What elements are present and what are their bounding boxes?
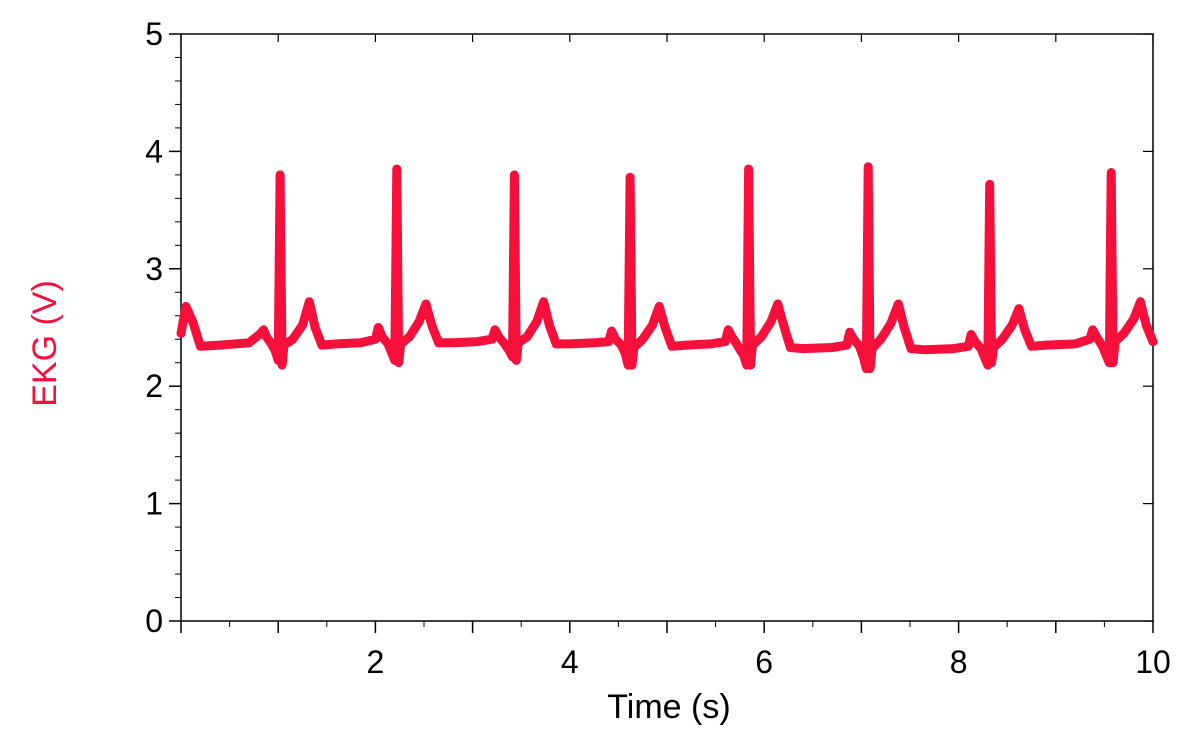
y-tick-label: 0 <box>145 603 163 639</box>
x-tick-label: 6 <box>755 644 773 680</box>
x-tick-label: 10 <box>1135 644 1171 680</box>
x-minor-ticks <box>229 621 1105 627</box>
x-tick-label: 2 <box>367 644 385 680</box>
y-tick-labels: 0 1 2 3 4 5 <box>145 16 163 639</box>
y-minor-ticks <box>175 56 181 599</box>
series-layer <box>176 162 1158 374</box>
major-ticks <box>169 33 1154 633</box>
x-axis-title: Time (s) <box>607 688 730 726</box>
y-tick-label: 5 <box>145 16 163 52</box>
y-tick-label: 2 <box>145 368 163 404</box>
ekg-series-line <box>176 162 1158 374</box>
y-tick-label: 3 <box>145 251 163 287</box>
y-tick-label: 1 <box>145 486 163 522</box>
y-axis-title: EKG (V) <box>26 280 64 407</box>
x-tick-labels: 2 4 6 8 10 <box>367 644 1171 680</box>
x-tick-label: 8 <box>950 644 968 680</box>
x-tick-label: 4 <box>561 644 579 680</box>
y-tick-label: 4 <box>145 133 163 169</box>
